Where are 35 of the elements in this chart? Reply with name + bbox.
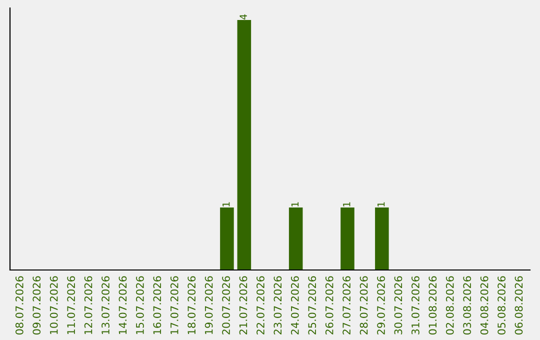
x-tick-label: 24.07.2026: [290, 276, 299, 334]
x-tick-label: 29.07.2026: [377, 276, 385, 334]
x-tick-label: 12.07.2026: [84, 276, 92, 334]
data-label: 1: [378, 202, 385, 206]
x-tick-label: 14.07.2026: [118, 276, 127, 334]
x-tick-label: 06.08.2026: [514, 276, 523, 335]
x-tick-label: 16.07.2026: [153, 276, 162, 334]
x-tick-label: 05.08.2026: [498, 276, 506, 335]
x-tick-label: 20.07.2026: [222, 276, 230, 334]
x-tick-label: 23.07.2026: [274, 276, 282, 334]
x-tick-label: 26.07.2026: [325, 276, 334, 334]
x-tick-label: 02.08.2026: [446, 276, 454, 335]
x-tick-label: 01.08.2026: [428, 276, 437, 335]
x-tick-label: 11.07.2026: [67, 276, 76, 334]
data-label: 4: [240, 14, 247, 20]
x-tick-label: 28.07.2026: [360, 276, 368, 334]
x-tick-label: 30.07.2026: [394, 276, 402, 334]
x-tick-label: 10.07.2026: [50, 276, 58, 334]
x-tick-label: 19.07.2026: [204, 276, 213, 334]
data-label: 1: [291, 202, 299, 206]
x-tick-label: 04.08.2026: [480, 276, 488, 335]
data-label: 1: [222, 202, 230, 206]
x-tick-label: 17.07.2026: [170, 276, 178, 334]
x-tick-label: 31.07.2026: [412, 276, 420, 334]
x-tick-label: 18.07.2026: [188, 276, 196, 334]
x-tick-label: 15.07.2026: [136, 276, 144, 334]
x-tick-label: 22.07.2026: [256, 276, 264, 334]
x-tick-label: 21.07.2026: [239, 276, 248, 334]
x-tick-label: 09.07.2026: [32, 276, 41, 335]
x-tick-label: 27.07.2026: [342, 276, 351, 334]
data-label: 1: [343, 202, 350, 206]
x-tick-label: 25.07.2026: [308, 276, 316, 334]
x-tick-label: 13.07.2026: [102, 276, 110, 334]
x-tick-label: 03.08.2026: [463, 276, 472, 335]
x-tick-label: 08.07.2026: [15, 276, 24, 335]
